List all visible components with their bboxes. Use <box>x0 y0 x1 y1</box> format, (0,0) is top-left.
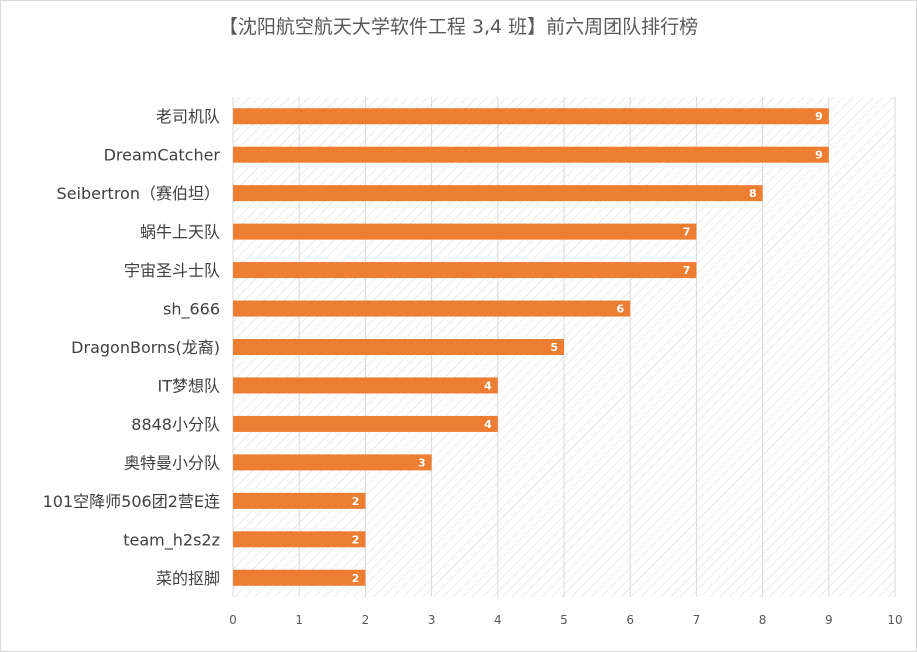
category-label: IT梦想队 <box>158 376 221 395</box>
data-label: 4 <box>484 379 492 392</box>
bars <box>233 108 829 586</box>
data-label: 7 <box>683 264 691 277</box>
bar <box>233 339 564 355</box>
category-label: DragonBorns(龙裔) <box>71 338 220 357</box>
x-tick-label: 5 <box>560 613 568 627</box>
data-label: 4 <box>484 418 492 431</box>
category-label: 101空降师506团2营E连 <box>43 492 220 511</box>
data-labels: 9 9 8 7 7 6 5 4 4 3 2 2 2 <box>352 110 823 585</box>
bar <box>233 569 366 586</box>
bar <box>233 492 366 509</box>
x-tick-label: 1 <box>295 613 303 627</box>
category-label: 老司机队 <box>156 107 220 126</box>
bar <box>233 146 829 163</box>
bar <box>233 185 763 202</box>
category-label: sh_666 <box>163 300 220 320</box>
x-axis-tick-labels: 0 1 2 3 4 5 6 7 8 9 10 <box>229 613 902 627</box>
x-tick-label: 10 <box>887 613 902 627</box>
chart-title: 【沈阳航空航天大学软件工程 3,4 班】前六周团队排行榜 <box>218 16 699 38</box>
x-tick-label: 2 <box>362 613 370 627</box>
data-label: 9 <box>815 149 823 162</box>
bar <box>233 223 697 240</box>
x-tick-label: 4 <box>494 613 502 627</box>
x-tick-label: 9 <box>825 613 833 627</box>
data-label: 3 <box>418 456 426 469</box>
category-label: Seibertron（赛伯坦） <box>57 184 220 203</box>
x-tick-label: 0 <box>229 613 237 627</box>
category-label: 奥特曼小分队 <box>124 453 220 472</box>
bar <box>233 454 432 471</box>
x-tick-label: 7 <box>693 613 701 627</box>
data-label: 8 <box>749 187 757 200</box>
data-label: 2 <box>352 533 360 546</box>
data-label: 6 <box>617 303 625 316</box>
category-label: 8848小分队 <box>131 415 220 434</box>
data-label: 7 <box>683 226 691 239</box>
category-label: 宇宙圣斗士队 <box>124 261 220 280</box>
category-label: team_h2s2z <box>123 530 220 550</box>
category-labels: 老司机队 DreamCatcher Seibertron（赛伯坦） 蜗牛上天队宇宙圣斗… <box>43 107 221 588</box>
bar <box>233 531 366 548</box>
data-label: 5 <box>550 341 558 354</box>
data-label: 9 <box>815 110 823 123</box>
x-tick-label: 8 <box>759 613 767 627</box>
category-label: DreamCatcher <box>104 146 221 165</box>
x-tick-label: 3 <box>428 613 436 627</box>
x-tick-label: 6 <box>626 613 634 627</box>
bar <box>233 300 631 317</box>
data-label: 2 <box>352 495 360 508</box>
category-label: 菜的抠脚 <box>156 569 220 588</box>
bar <box>233 262 697 279</box>
bar <box>233 108 829 125</box>
category-label: 蜗牛上天队 <box>140 223 220 242</box>
bar <box>233 415 498 432</box>
bar <box>233 377 498 394</box>
data-label: 2 <box>352 572 360 585</box>
